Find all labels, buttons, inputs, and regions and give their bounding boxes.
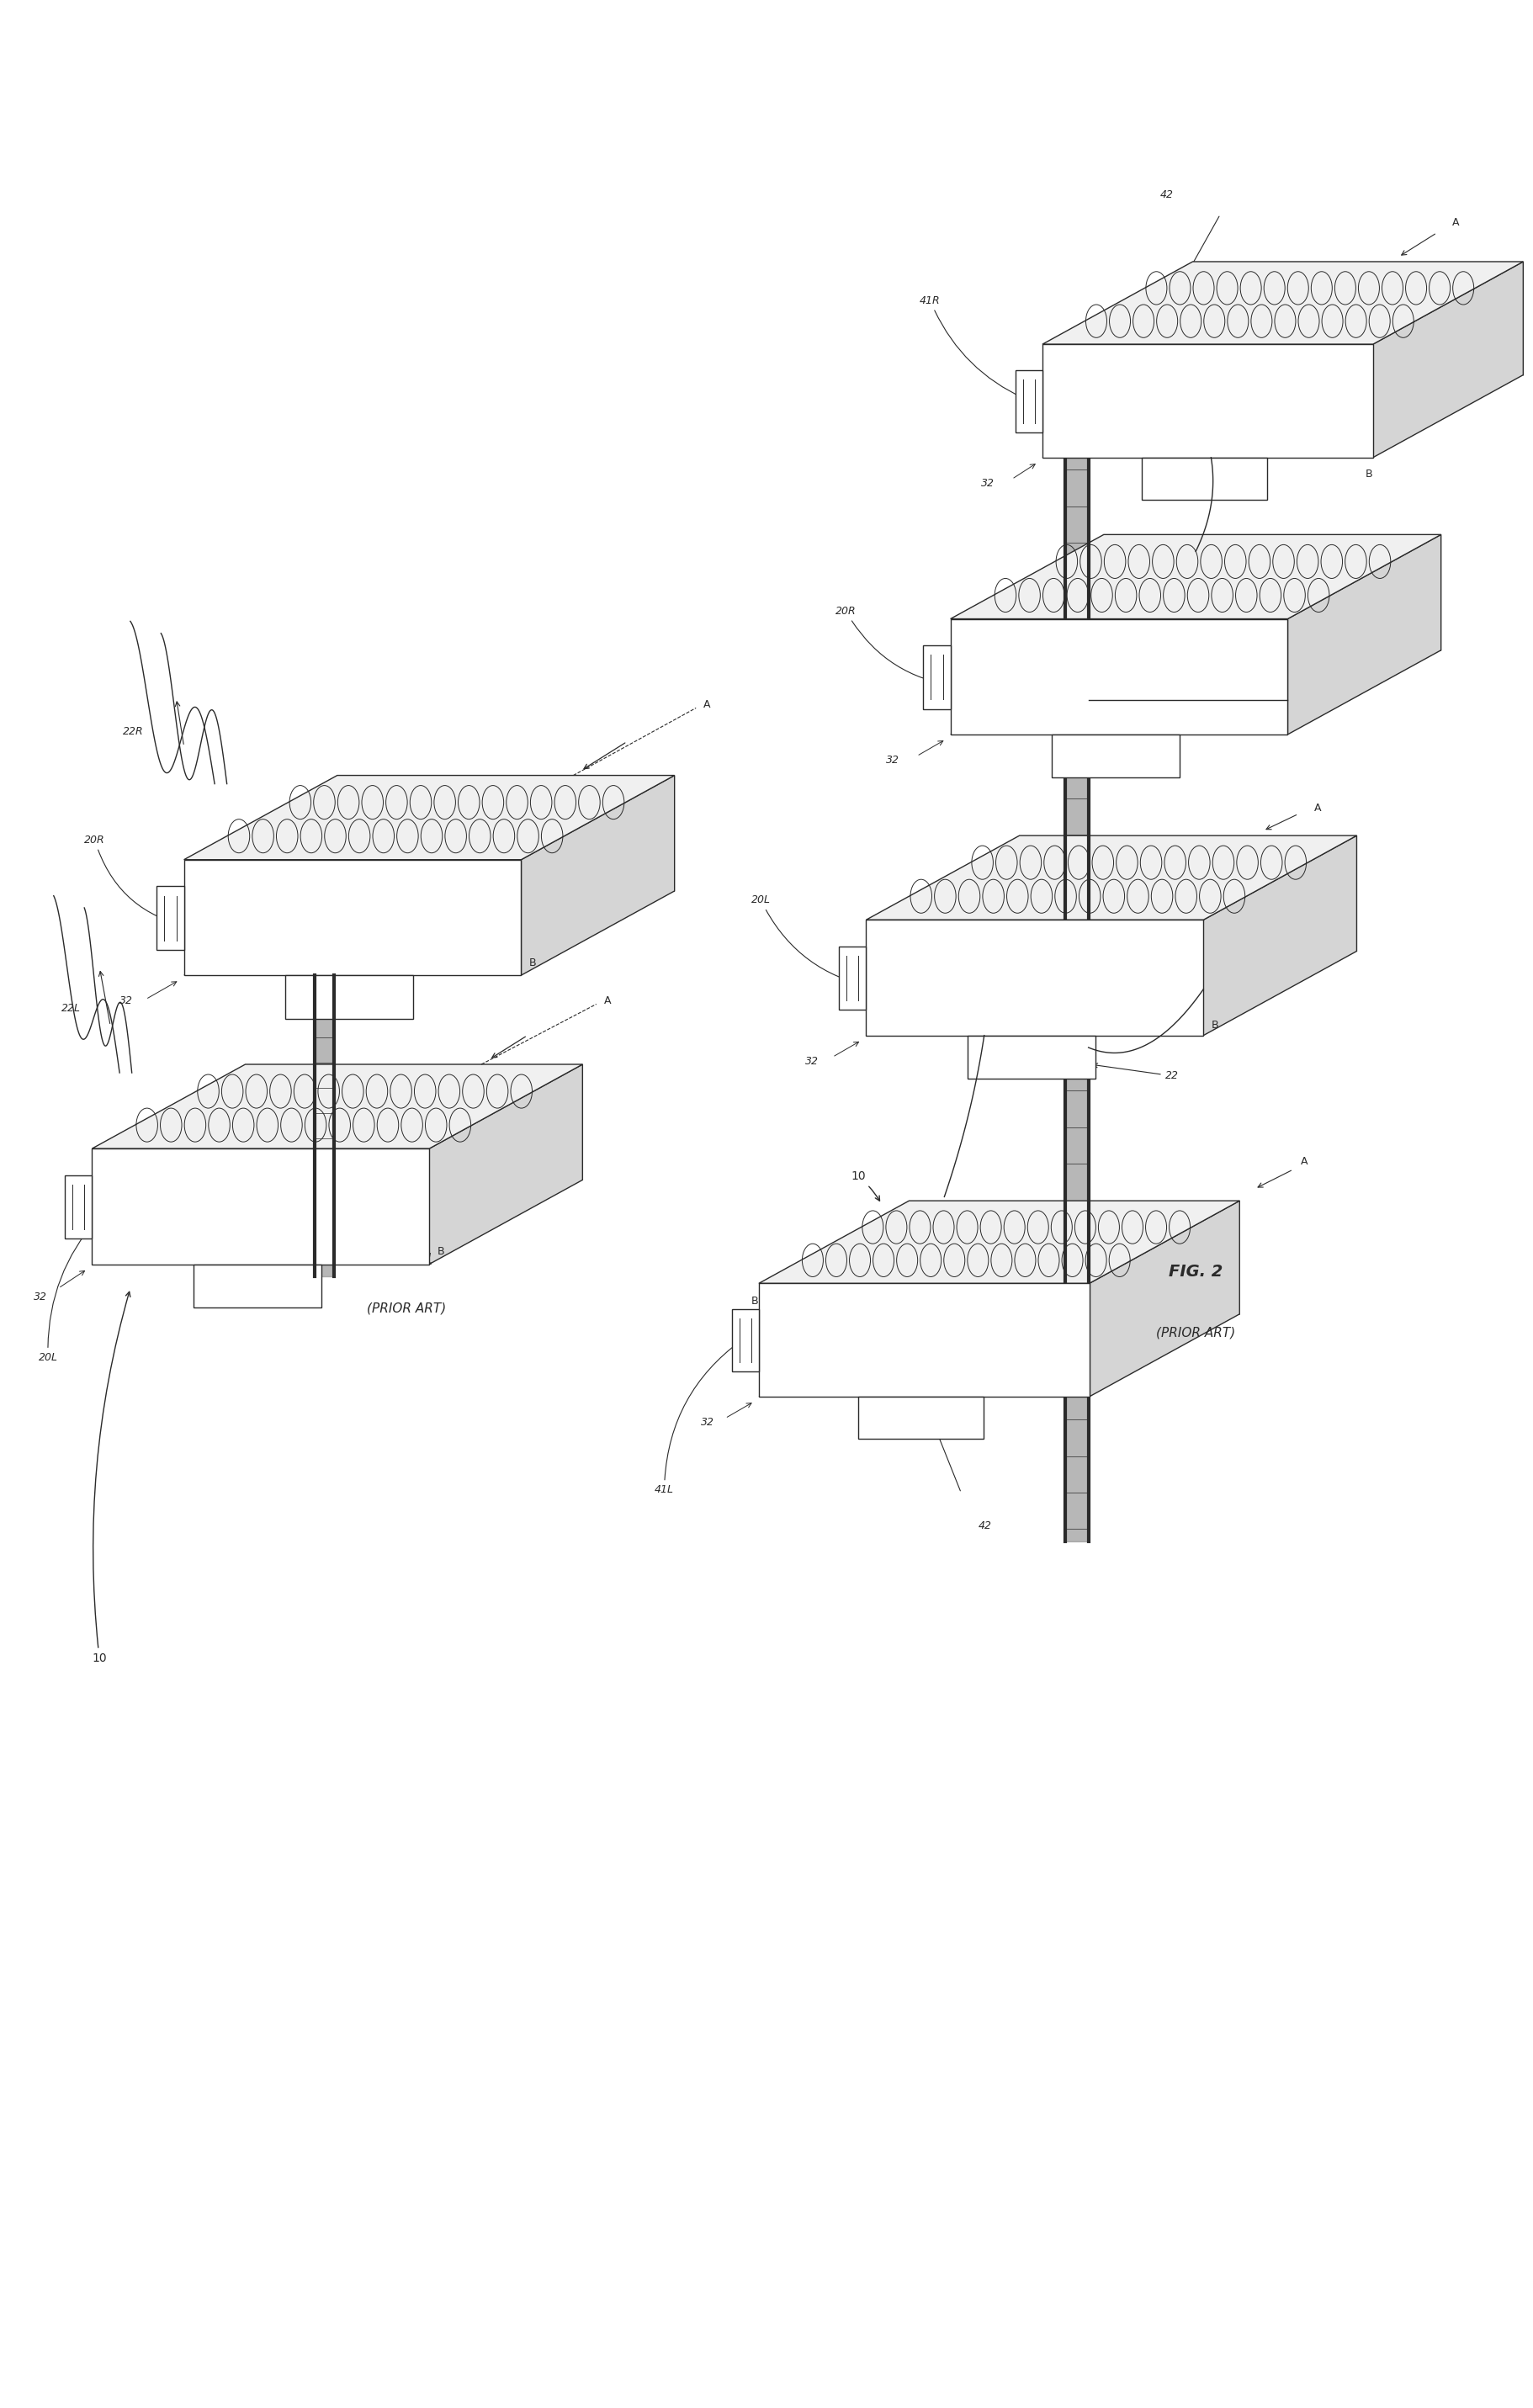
Polygon shape	[1374, 262, 1524, 458]
Text: B: B	[437, 1247, 445, 1257]
Text: A: A	[1302, 1156, 1308, 1168]
Polygon shape	[923, 645, 950, 708]
Polygon shape	[193, 1264, 322, 1308]
Text: B: B	[751, 1296, 759, 1308]
Text: 20R: 20R	[835, 607, 955, 686]
Polygon shape	[184, 775, 675, 860]
Text: 41L: 41L	[655, 1341, 740, 1495]
Text: A: A	[604, 997, 612, 1007]
Text: A: A	[1452, 217, 1459, 229]
Text: 10: 10	[92, 1291, 130, 1664]
Text: 42: 42	[978, 1522, 992, 1531]
Text: 42: 42	[1160, 190, 1174, 200]
Polygon shape	[429, 1064, 583, 1264]
Polygon shape	[92, 1149, 429, 1264]
Text: FIG. 1: FIG. 1	[379, 1252, 434, 1267]
Polygon shape	[92, 1064, 583, 1149]
Text: 22R: 22R	[123, 727, 144, 737]
Polygon shape	[1090, 1202, 1240, 1397]
Text: 32: 32	[886, 756, 900, 766]
Polygon shape	[1042, 344, 1374, 458]
Text: A: A	[1314, 804, 1321, 814]
Text: 10: 10	[851, 1170, 880, 1202]
Text: 20L: 20L	[751, 896, 871, 987]
Text: (PRIOR ART): (PRIOR ART)	[1156, 1327, 1236, 1339]
Text: 36: 36	[319, 1069, 377, 1103]
Text: 41R: 41R	[920, 296, 1024, 397]
Polygon shape	[866, 920, 1203, 1035]
Text: 20L: 20L	[38, 1218, 98, 1363]
Text: 20R: 20R	[84, 836, 189, 927]
Polygon shape	[759, 1202, 1240, 1283]
Polygon shape	[1203, 836, 1357, 1035]
Text: 22: 22	[1093, 1064, 1179, 1081]
Polygon shape	[285, 975, 414, 1019]
Text: 36: 36	[966, 956, 1055, 975]
Text: 32: 32	[34, 1293, 48, 1303]
Polygon shape	[839, 946, 866, 1009]
Polygon shape	[1042, 262, 1524, 344]
Polygon shape	[184, 860, 521, 975]
Polygon shape	[1052, 734, 1180, 778]
Text: 32: 32	[981, 479, 995, 489]
Text: 32: 32	[805, 1057, 819, 1067]
Polygon shape	[64, 1175, 92, 1238]
Polygon shape	[1015, 371, 1042, 433]
Text: 22: 22	[1093, 698, 1171, 713]
Text: B: B	[1366, 470, 1372, 479]
Text: 32: 32	[120, 997, 133, 1007]
Polygon shape	[521, 775, 675, 975]
Polygon shape	[1142, 458, 1268, 501]
Text: 22L: 22L	[61, 1004, 81, 1014]
Text: (PRIOR ART): (PRIOR ART)	[366, 1303, 446, 1315]
Polygon shape	[866, 836, 1357, 920]
Polygon shape	[731, 1310, 759, 1373]
Text: FIG. 2: FIG. 2	[1168, 1264, 1223, 1279]
Polygon shape	[156, 886, 184, 949]
Polygon shape	[1288, 535, 1441, 734]
Text: B: B	[529, 958, 537, 968]
Text: 32: 32	[701, 1418, 714, 1428]
Polygon shape	[967, 1035, 1096, 1079]
Polygon shape	[950, 619, 1288, 734]
Polygon shape	[759, 1283, 1090, 1397]
Polygon shape	[950, 535, 1441, 619]
Text: A: A	[704, 701, 711, 710]
Text: B: B	[1211, 1021, 1219, 1031]
Polygon shape	[858, 1397, 984, 1440]
